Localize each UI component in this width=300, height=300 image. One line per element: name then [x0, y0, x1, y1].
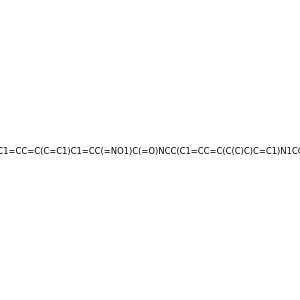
Text: CCOC1=CC=C(C=C1)C1=CC(=NO1)C(=O)NCC(C1=CC=C(C(C)C)C=C1)N1CCOCC1: CCOC1=CC=C(C=C1)C1=CC(=NO1)C(=O)NCC(C1=C… — [0, 147, 300, 156]
